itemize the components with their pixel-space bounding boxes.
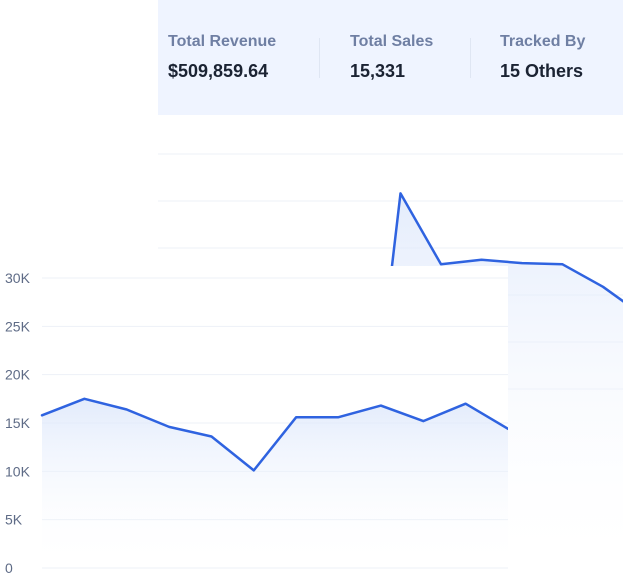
y-tick-label: 30K [5, 270, 31, 286]
y-tick-label: 10K [5, 463, 31, 479]
y-tick-label: 5K [5, 512, 23, 528]
stat-total-revenue: Total Revenue $509,859.64 [168, 32, 276, 82]
front-series-line [40, 397, 508, 472]
front-series-area [42, 398, 508, 568]
stat-value-total-sales: 15,331 [350, 61, 406, 81]
stat-value-total-revenue: $509,859.64 [168, 61, 269, 81]
background-series-line [358, 192, 623, 541]
stat-tracked-by: Tracked By 15 Others [500, 32, 585, 82]
y-tick-label: 0 [5, 560, 13, 576]
stat-label-tracked-by: Tracked By [500, 33, 586, 50]
stat-divider [470, 38, 471, 78]
y-tick-label: 15K [5, 415, 31, 431]
stat-divider [319, 38, 320, 78]
stat-total-sales: Total Sales 15,331 [350, 32, 433, 82]
front-chart-card: 0 5K 10K 15K 20K 25K 30K [0, 266, 508, 581]
y-tick-label: 25K [5, 318, 31, 334]
stat-label-total-revenue: Total Revenue [168, 33, 277, 50]
stat-label-total-sales: Total Sales [350, 33, 434, 50]
stat-value-tracked-by: 15 Others [500, 61, 584, 81]
y-tick-label: 20K [5, 367, 31, 383]
y-axis-ticks: 0 5K 10K 15K 20K 25K 30K [5, 270, 31, 576]
stats-bar: Total Revenue $509,859.64 Total Sales 15… [158, 0, 623, 115]
front-line-chart: 0 5K 10K 15K 20K 25K 30K [5, 270, 508, 576]
